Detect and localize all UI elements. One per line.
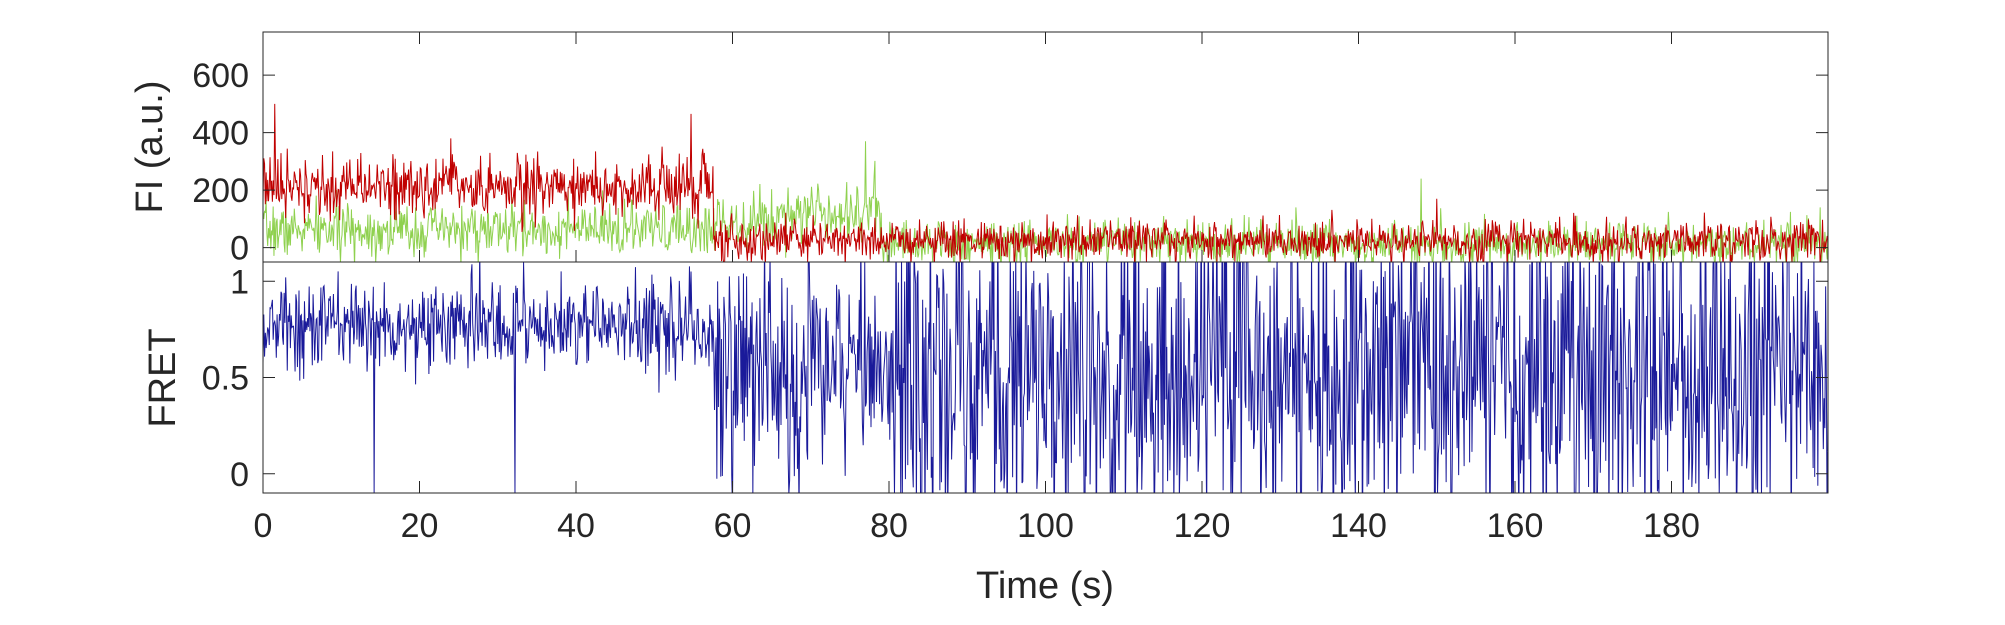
x-tick-label: 40 <box>557 507 595 545</box>
y-tick-label: 0 <box>230 230 249 268</box>
intensity-panel: 0 200 400 600 FI (a.u.) <box>129 31 1829 268</box>
x-tick-label: 80 <box>870 507 908 545</box>
fret-panel: 00.51 0 20 40 60 80 100 120 140 160 180 FRET Time… <box>142 32 1829 607</box>
y-tick-label: 0.5 <box>202 360 249 398</box>
fret-y-axis-label: FRET <box>142 328 184 427</box>
x-tick-label: 60 <box>714 507 752 545</box>
y-tick-label: 600 <box>192 57 249 95</box>
time-x-axis-label: Time (s) <box>976 565 1114 607</box>
fret-y-ticks: 00.51 <box>202 263 1828 494</box>
x-tick-label: 100 <box>1017 507 1074 545</box>
y-tick-label: 0 <box>230 456 249 494</box>
x-tick-label: 0 <box>254 507 273 545</box>
x-tick-label: 140 <box>1330 507 1387 545</box>
fret-series-1 <box>263 262 1828 493</box>
intensity-y-ticks: 0 200 400 600 <box>192 57 1828 268</box>
y-tick-label: 400 <box>192 115 249 153</box>
intensity-y-axis-label: FI (a.u.) <box>129 80 171 213</box>
y-tick-label: 200 <box>192 172 249 210</box>
x-tick-label: 20 <box>401 507 439 545</box>
time-x-ticks: 0 20 40 60 80 100 120 140 160 180 <box>254 32 1700 545</box>
x-tick-label: 160 <box>1487 507 1544 545</box>
x-tick-label: 120 <box>1174 507 1231 545</box>
fret-traces <box>263 262 1828 493</box>
intensity-series-2 <box>263 103 1828 262</box>
x-tick-label: 180 <box>1643 507 1700 545</box>
y-tick-label: 1 <box>230 263 249 301</box>
